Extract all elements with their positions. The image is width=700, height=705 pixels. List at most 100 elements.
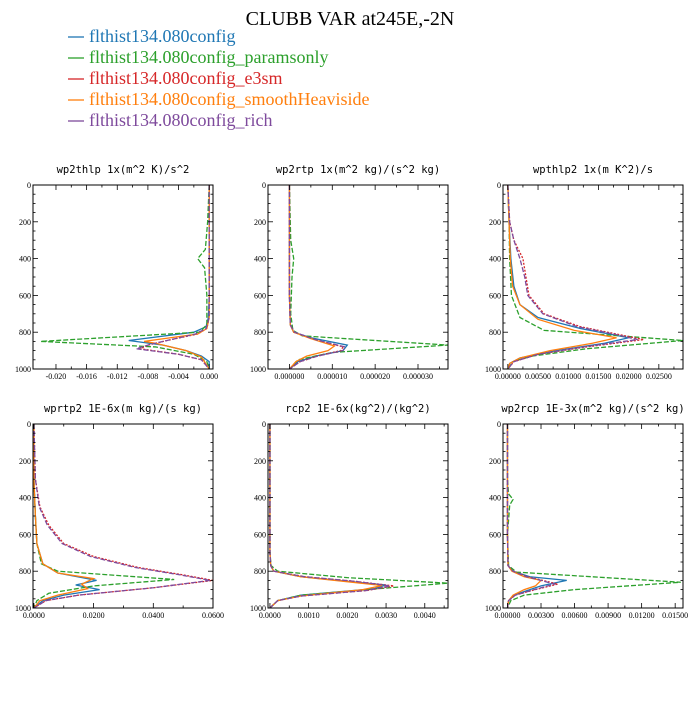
y-tick-label: 1000: [485, 604, 501, 613]
y-tick-label: 1000: [15, 604, 31, 613]
legend-entry-label: flthist134.080config_rich: [89, 110, 272, 130]
series-group: [507, 185, 683, 369]
panel-title: wp2rtp 1x(m^2 kg)/(s^2 kg): [276, 164, 440, 176]
panel-title: rcp2 1E-6x(kg^2)/(kg^2): [285, 403, 430, 415]
panel-5: rcp2 1E-6x(kg^2)/(kg^2) 0 200 400 600 800 1000…: [250, 403, 449, 620]
x-tick-label: -0.004: [168, 372, 189, 381]
series-line-2: [507, 185, 683, 369]
y-tick-label: 1000: [485, 365, 501, 374]
series-line-4: [33, 424, 96, 608]
panel-3: wpthlp2 1x(m K^2)/s 0 200 400 600 800 1000 0.00…: [485, 164, 684, 381]
y-tick-label: 800: [489, 567, 501, 576]
y-tick-label: 0: [497, 181, 501, 190]
y-tick-label: 400: [489, 494, 501, 503]
series-group: [288, 185, 448, 369]
series-group: [40, 185, 210, 369]
x-tick-label: 0.00900: [595, 611, 621, 620]
legend-entry-label: flthist134.080config_smoothHeaviside: [89, 89, 369, 109]
series-line-2: [269, 424, 448, 608]
x-tick-label: 0.01500: [662, 611, 688, 620]
legend-entry-label: flthist134.080config: [89, 26, 236, 46]
x-tick-label: 0.000020: [360, 372, 390, 381]
plot-frame: [267, 423, 449, 609]
x-tick-label: 0.0000: [259, 611, 281, 620]
x-tick-label: 0.02500: [646, 372, 672, 381]
x-tick-label: 0.00500: [525, 372, 551, 381]
y-tick-label: 800: [19, 567, 31, 576]
y-tick-label: 0: [27, 181, 31, 190]
series-line-3: [138, 185, 210, 369]
series-line-1: [506, 424, 567, 608]
panels: wp2thlp 1x(m^2 K)/s^2 0 200 400 600 800 1000 -0…: [15, 164, 688, 620]
plot-frame: [502, 184, 684, 370]
legend-entry-label: flthist134.080config_paramsonly: [89, 47, 328, 67]
y-tick-label: 200: [19, 457, 31, 466]
series-group: [33, 424, 213, 608]
panel-4: wprtp2 1E-6x(m kg)/(s kg) 0 200 400 600 800 10…: [15, 403, 224, 620]
x-tick-label: 0.000010: [317, 372, 347, 381]
x-tick-label: 0.0030: [375, 611, 397, 620]
y-tick-label: 200: [19, 218, 31, 227]
x-tick-label: 0.01000: [555, 372, 581, 381]
series-line-5: [33, 424, 211, 608]
panel-title: wpthlp2 1x(m K^2)/s: [533, 164, 653, 176]
y-tick-label: 1000: [15, 365, 31, 374]
x-tick-label: -0.020: [46, 372, 67, 381]
y-tick-label: 600: [489, 530, 501, 539]
x-tick-label: 0.0600: [202, 611, 224, 620]
series-line-4: [506, 424, 543, 608]
x-tick-label: -0.016: [76, 372, 97, 381]
series-line-4: [143, 185, 210, 369]
y-tick-label: 200: [254, 457, 266, 466]
x-tick-label: -0.012: [107, 372, 128, 381]
y-tick-label: 200: [489, 457, 501, 466]
series-line-3: [33, 424, 213, 608]
y-tick-label: 200: [489, 218, 501, 227]
x-tick-label: 0.00300: [528, 611, 554, 620]
x-tick-label: 0.0200: [83, 611, 105, 620]
y-tick-label: 800: [19, 328, 31, 337]
x-tick-label: 0.01500: [585, 372, 611, 381]
panel-6: wp2rcp 1E-3x(m^2 kg)/(s^2 kg)0 200 400 600 8…: [485, 403, 688, 620]
plot-frame: [32, 423, 214, 609]
y-tick-label: 1000: [250, 365, 266, 374]
series-line-2: [288, 185, 448, 369]
x-tick-label: 0.00600: [562, 611, 588, 620]
x-tick-label: 0.0020: [336, 611, 358, 620]
plot-frame: [32, 184, 214, 370]
y-tick-label: 400: [19, 494, 31, 503]
y-tick-label: 400: [254, 255, 266, 264]
y-tick-label: 600: [19, 530, 31, 539]
series-group: [506, 424, 681, 608]
y-tick-label: 800: [489, 328, 501, 337]
series-line-1: [128, 185, 210, 369]
y-tick-label: 0: [262, 420, 266, 429]
x-tick-label: 0.02000: [616, 372, 642, 381]
series-line-3: [288, 185, 344, 369]
y-tick-label: 0: [497, 420, 501, 429]
y-tick-label: 800: [254, 328, 266, 337]
panel-2: wp2rtp 1x(m^2 kg)/(s^2 kg) 0 200 400 600 800 1…: [250, 164, 449, 381]
y-tick-label: 600: [254, 291, 266, 300]
x-tick-label: 0.000030: [403, 372, 433, 381]
x-tick-label: 0.0040: [414, 611, 436, 620]
panel-title: wp2thlp 1x(m^2 K)/s^2: [57, 164, 190, 176]
legend: flthist134.080configflthist134.080config…: [68, 26, 369, 130]
panel-title: wp2rcp 1E-3x(m^2 kg)/(s^2 kg): [501, 403, 684, 415]
x-tick-label: 0.0400: [142, 611, 164, 620]
series-group: [269, 424, 448, 608]
y-tick-label: 600: [489, 291, 501, 300]
legend-entry-label: flthist134.080config_e3sm: [89, 68, 282, 88]
x-tick-label: 0.000000: [274, 372, 304, 381]
y-tick-label: 200: [254, 218, 266, 227]
series-line-2: [506, 424, 681, 608]
series-line-5: [288, 185, 347, 369]
x-tick-label: -0.008: [138, 372, 159, 381]
x-tick-label: 0.01200: [629, 611, 655, 620]
series-line-2: [40, 185, 210, 369]
x-tick-label: 0.00000: [494, 611, 520, 620]
series-line-5: [507, 185, 638, 369]
y-tick-label: 400: [489, 255, 501, 264]
x-tick-label: 0.000: [200, 372, 218, 381]
